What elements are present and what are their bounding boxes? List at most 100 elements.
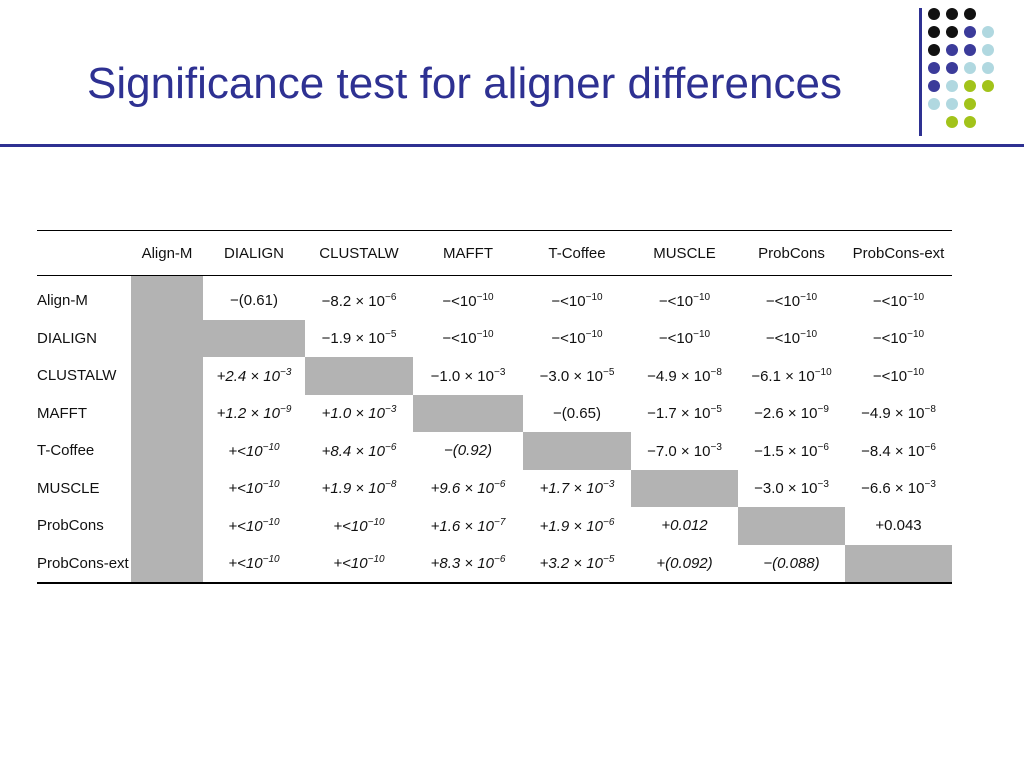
cell-value: −6.6 × 10 — [861, 480, 925, 498]
table-cell: +0.012 — [631, 507, 738, 545]
cell-value: −1.0 × 10 — [430, 367, 494, 385]
shaded-diagonal-cell — [131, 319, 203, 357]
cell-exponent: −6 — [603, 516, 615, 528]
decorative-dot — [964, 116, 976, 128]
shaded-diagonal-cell — [203, 319, 305, 357]
cell-exponent: −10 — [800, 291, 818, 303]
cell-value: −(0.92) — [444, 442, 492, 460]
decorative-dot — [964, 8, 976, 20]
decorative-dot — [928, 62, 940, 74]
table-bottom-rule — [37, 582, 952, 584]
cell-exponent: −6 — [385, 441, 397, 453]
table-row: ProbCons +<10−10 +<10−10 +1.6 × 10−7 +1.9 × … — [37, 507, 952, 545]
decorative-dot — [982, 26, 994, 38]
cell-value: +<10 — [228, 517, 263, 535]
shaded-diagonal-cell — [131, 357, 203, 395]
cell-exponent: −7 — [494, 516, 506, 528]
table-cell: −7.0 × 10−3 — [631, 432, 738, 470]
cell-exponent: −10 — [814, 366, 832, 378]
table-cell: −6.1 × 10−10 — [738, 357, 845, 395]
significance-table: Align-M DIALIGN CLUSTALW MAFFT T-Coffee MUSCL… — [37, 231, 952, 582]
shaded-diagonal-cell — [413, 394, 523, 432]
cell-value: +0.043 — [875, 517, 922, 535]
shaded-diagonal-cell — [523, 432, 631, 470]
decorative-dot — [982, 62, 994, 74]
cell-value: −<10 — [872, 367, 908, 385]
table-cell: +<10−10 — [305, 507, 413, 545]
cell-exponent: −9 — [280, 404, 292, 416]
decorative-dot — [946, 116, 958, 128]
cell-exponent: −10 — [262, 516, 280, 528]
table-cell: +<10−10 — [203, 545, 305, 583]
cell-value: −<10 — [442, 330, 477, 348]
cell-value: +1.9 × 10 — [539, 517, 603, 535]
cell-value: −1.9 × 10 — [321, 330, 385, 348]
cell-exponent: −6 — [817, 441, 829, 453]
table-cell: −2.6 × 10−9 — [738, 395, 845, 433]
table-row: Align-M −(0.61) −8.2 × 10−6 −<10−10 −<10−10−… — [37, 275, 952, 320]
cell-value: −<10 — [872, 330, 908, 348]
table-cell: −4.9 × 10−8 — [631, 357, 738, 395]
shaded-diagonal-cell — [738, 507, 845, 545]
decorative-vertical-rule — [919, 8, 922, 136]
table-cell: +<10−10 — [203, 470, 305, 508]
cell-value: +0.012 — [661, 517, 708, 535]
table-cell: +8.3 × 10−6 — [413, 545, 523, 583]
decorative-dot — [928, 80, 940, 92]
cell-value: +2.4 × 10 — [216, 367, 280, 385]
cell-exponent: −10 — [693, 291, 711, 303]
table-cell: −<10−10 — [413, 320, 523, 358]
table-row: ProbCons-ext +<10−10 +<10−10 +8.3 × 10−6 +3.… — [37, 544, 952, 583]
decorative-dot — [928, 44, 940, 56]
table-cell: +1.0 × 10−3 — [305, 395, 413, 433]
cell-value: −<10 — [442, 292, 477, 310]
cell-value: −4.9 × 10 — [647, 367, 711, 385]
cell-value: −<10 — [872, 292, 908, 310]
table-cell: +<10−10 — [203, 507, 305, 545]
decorative-dot — [928, 98, 940, 110]
table-cell: +3.2 × 10−5 — [523, 545, 631, 583]
cell-exponent: −10 — [367, 554, 385, 566]
table-cell: −<10−10 — [413, 276, 523, 320]
cell-value: +<10 — [333, 517, 368, 535]
table-cell: −(0.61) — [203, 276, 305, 320]
cell-exponent: −9 — [817, 404, 829, 416]
column-header: MUSCLE — [631, 231, 738, 276]
shaded-diagonal-cell — [131, 469, 203, 507]
table-cell: −1.5 × 10−6 — [738, 432, 845, 470]
table-cell: +0.043 — [845, 507, 952, 545]
cell-value: +1.6 × 10 — [430, 517, 494, 535]
cell-exponent: −10 — [907, 329, 925, 341]
title-underline — [0, 144, 1024, 147]
cell-exponent: −10 — [693, 329, 711, 341]
cell-exponent: −10 — [585, 291, 603, 303]
cell-value: +(0.092) — [656, 554, 713, 572]
table-row: MAFFT +1.2 × 10−9 +1.0 × 10−3 −(0.65) −1.7 ×… — [37, 394, 952, 433]
decorative-dot — [946, 98, 958, 110]
table-cell: −<10−10 — [845, 320, 952, 358]
table-cell: −<10−10 — [631, 320, 738, 358]
table-cell: −(0.088) — [738, 545, 845, 583]
table-cell: −<10−10 — [738, 276, 845, 320]
table-cell: −(0.92) — [413, 432, 523, 470]
cell-value: −<10 — [765, 330, 801, 348]
column-header: ProbCons — [738, 231, 845, 276]
decorative-dot — [946, 62, 958, 74]
cell-value: −8.2 × 10 — [321, 292, 385, 310]
cell-value: +8.4 × 10 — [321, 442, 385, 460]
cell-value: +<10 — [228, 555, 263, 573]
cell-value: −3.0 × 10 — [754, 480, 818, 498]
column-header: MAFFT — [413, 231, 523, 276]
cell-value: −(0.61) — [230, 292, 278, 310]
cell-value: +<10 — [333, 555, 368, 573]
table-row: T-Coffee +<10−10 +8.4 × 10−6 −(0.92) −7.0 × … — [37, 432, 952, 470]
decorative-dot — [982, 80, 994, 92]
cell-value: +<10 — [228, 480, 263, 498]
table-cell: −<10−10 — [738, 320, 845, 358]
cell-exponent: −5 — [603, 366, 615, 378]
cell-value: −2.6 × 10 — [754, 405, 818, 423]
cell-exponent: −3 — [817, 479, 829, 491]
cell-value: −8.4 × 10 — [861, 442, 925, 460]
cell-value: −1.5 × 10 — [754, 442, 818, 460]
table-cell: +(0.092) — [631, 545, 738, 583]
